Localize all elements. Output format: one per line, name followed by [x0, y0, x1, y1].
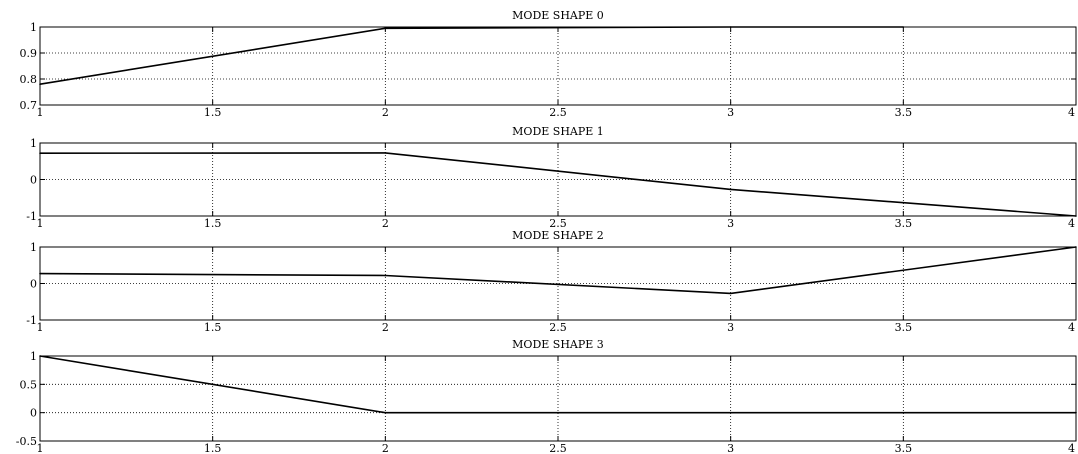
subplot-title: MODE SHAPE 1 [512, 125, 604, 138]
y-tick-label: 1 [30, 350, 37, 363]
data-point [902, 26, 905, 28]
x-tick-label: 1 [37, 321, 44, 334]
x-tick-label: 1.5 [204, 217, 222, 230]
y-tick-label: 0 [30, 174, 37, 187]
x-tick-label: 3 [727, 442, 734, 454]
series-line-mode-shape-2 [39, 246, 1077, 295]
x-tick-label: 1.5 [204, 321, 222, 334]
data-point [1075, 246, 1077, 248]
x-tick-label: 1 [37, 442, 44, 454]
data-point [729, 26, 732, 28]
data-point [1075, 411, 1077, 414]
x-tick-label: 3 [727, 106, 734, 119]
subplot-title: MODE SHAPE 0 [512, 9, 604, 22]
data-point [39, 152, 41, 155]
data-point [1075, 215, 1077, 217]
x-tick-label: 2 [382, 106, 389, 119]
x-tick-label: 2 [382, 442, 389, 454]
x-tick-label: 2.5 [549, 217, 567, 230]
series-line-mode-shape-0 [39, 26, 904, 85]
subplot-title: MODE SHAPE 3 [512, 338, 604, 351]
x-tick-label: 1.5 [204, 106, 222, 119]
x-tick-label: 2.5 [549, 321, 567, 334]
data-point [729, 292, 732, 295]
subplot-mode-shape-3: MODE SHAPE 3 1 1.5 2 2.5 3 3.5 4 -0.5 0 0.5 1 [16, 338, 1077, 454]
y-tick-label: 1 [30, 241, 37, 254]
data-point [384, 274, 387, 277]
data-point [39, 83, 41, 85]
x-tick-label: 3.5 [895, 442, 913, 454]
x-tick-label: 2 [382, 217, 389, 230]
subplot-mode-shape-2: MODE SHAPE 2 1 1.5 2 2.5 3 3.5 4 -1 0 1 [26, 229, 1077, 334]
series-line-mode-shape-3 [39, 355, 1076, 414]
x-tick-label: 4 [1068, 106, 1075, 119]
x-tick-label: 2 [382, 321, 389, 334]
x-tick-label: 4 [1068, 442, 1075, 454]
x-tick-label: 1 [37, 217, 44, 230]
data-point [384, 27, 387, 30]
x-tick-label: 3.5 [895, 106, 913, 119]
data-point [39, 272, 41, 275]
subplot-mode-shape-1: MODE SHAPE 1 1 1.5 2 2.5 3 3.5 4 -1 0 1 [26, 125, 1077, 230]
y-tick-label: 0 [30, 278, 37, 291]
x-tick-label: 1 [37, 106, 44, 119]
data-point [384, 152, 387, 154]
subplot-title: MODE SHAPE 2 [512, 229, 604, 242]
y-tick-label: -1 [26, 210, 37, 223]
x-tick-label: 3.5 [895, 321, 913, 334]
x-tick-label: 4 [1068, 321, 1075, 334]
x-tick-label: 3 [727, 217, 734, 230]
x-tick-label: 2.5 [549, 106, 567, 119]
data-point [384, 411, 387, 414]
y-tick-label: 0.8 [20, 73, 38, 86]
subplot-mode-shape-0: MODE SHAPE 0 1 1.5 2 2.5 3 3.5 4 0.7 0.8 0.9 1 [20, 9, 1077, 119]
x-tick-label: 2.5 [549, 442, 567, 454]
series-line-mode-shape-1 [39, 152, 1077, 217]
y-tick-label: 0 [30, 407, 37, 420]
data-point [729, 188, 732, 191]
y-tick-label: 0.5 [20, 378, 38, 391]
y-tick-label: 1 [30, 137, 37, 150]
data-point [39, 355, 41, 357]
y-tick-label: 0.7 [20, 99, 38, 112]
data-point [729, 411, 732, 414]
x-tick-label: 1.5 [204, 442, 222, 454]
y-tick-label: 1 [30, 21, 37, 34]
y-tick-label: -1 [26, 314, 37, 327]
y-tick-label: -0.5 [16, 435, 37, 448]
x-tick-label: 4 [1068, 217, 1075, 230]
x-tick-label: 3 [727, 321, 734, 334]
x-tick-label: 3.5 [895, 217, 913, 230]
y-tick-label: 0.9 [20, 47, 38, 60]
